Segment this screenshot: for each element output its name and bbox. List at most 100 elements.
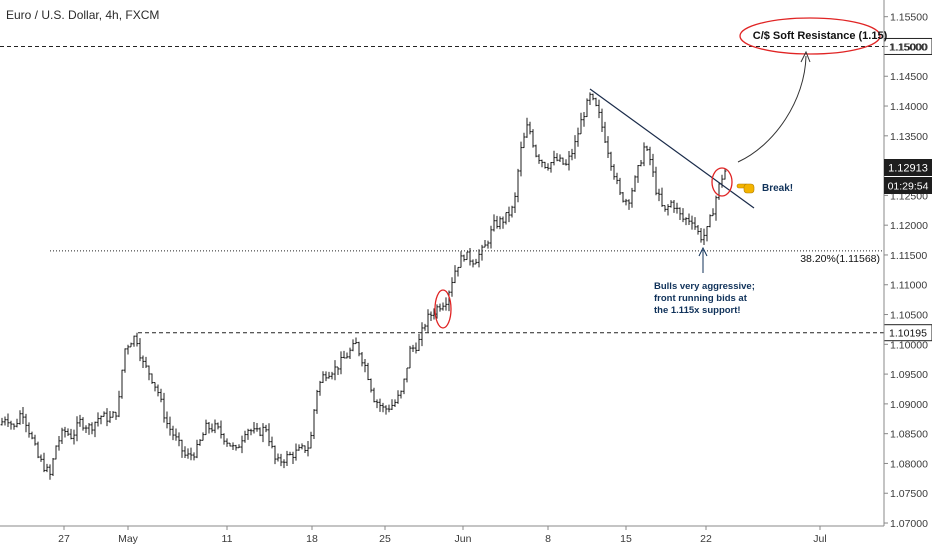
y-tick-label: 1.14000	[890, 101, 928, 113]
ohlc-bar	[369, 378, 373, 393]
ohlc-bar	[615, 172, 619, 185]
ohlc-bar	[576, 127, 580, 147]
resistance-label-oval	[739, 17, 881, 55]
y-tick-label: 1.13500	[890, 131, 928, 143]
x-tick-label: 25	[379, 533, 391, 545]
ohlc-bar	[684, 217, 688, 226]
ohlc-bar	[672, 200, 676, 213]
ohlc-bar	[192, 452, 196, 461]
ohlc-bar	[717, 183, 721, 200]
level-text-label: 38.20%(1.11568)	[800, 253, 880, 265]
ohlc-bar	[621, 192, 625, 203]
ohlc-bar	[441, 302, 445, 311]
ohlc-bar	[693, 217, 697, 230]
ohlc-bar	[612, 164, 616, 180]
y-tick-label: 1.08000	[890, 458, 928, 470]
ohlc-bar	[261, 423, 265, 443]
ohlc-bar	[126, 344, 130, 355]
ohlc-bar	[198, 439, 202, 446]
ohlc-bar	[627, 199, 631, 210]
break-label: Break!	[762, 183, 793, 194]
ohlc-bar	[306, 441, 310, 457]
ohlc-bar	[177, 432, 181, 447]
ohlc-bar	[543, 161, 547, 169]
ohlc-bar	[135, 332, 139, 347]
ohlc-bar	[147, 365, 151, 381]
ohlc-bar	[696, 225, 700, 235]
ohlc-bar	[396, 390, 400, 404]
ohlc-bar	[519, 141, 523, 177]
ohlc-bar	[642, 142, 646, 167]
ohlc-bar	[495, 215, 499, 229]
ohlc-bar	[153, 382, 157, 392]
ohlc-bar	[57, 435, 61, 451]
note-line-2: front running bids at	[654, 293, 748, 304]
ohlc-bar	[426, 309, 430, 333]
ohlc-bar	[48, 464, 52, 480]
ohlc-bar	[540, 159, 544, 168]
ohlc-bar	[228, 442, 232, 447]
ohlc-bar	[585, 98, 589, 118]
y-tick-label: 1.08500	[890, 429, 928, 441]
breakout-circle	[434, 289, 452, 329]
ohlc-bar	[708, 214, 712, 228]
ohlc-bar	[390, 399, 394, 410]
ohlc-bar	[555, 153, 559, 162]
ohlc-bar	[81, 417, 85, 431]
ohlc-bar	[255, 423, 259, 432]
ohlc-bar	[603, 121, 607, 144]
ohlc-bar	[399, 390, 403, 399]
ohlc-bar	[258, 427, 262, 437]
ohlc-bar	[174, 428, 178, 441]
ohlc-bar	[705, 226, 709, 242]
ohlc-bar	[648, 146, 652, 166]
resistance-arrow	[737, 55, 807, 163]
ohlc-bar	[348, 347, 352, 359]
ohlc-bar	[351, 339, 355, 352]
ohlc-bar	[594, 97, 598, 107]
ohlc-bar	[291, 451, 295, 465]
ohlc-bar	[528, 121, 532, 135]
y-tick-label: 1.11000	[890, 280, 927, 292]
ohlc-bar	[318, 380, 322, 396]
y-tick-label: 1.07500	[890, 488, 928, 500]
ohlc-bar	[552, 150, 556, 166]
ohlc-bar	[303, 445, 307, 454]
ohlc-bar	[27, 422, 31, 438]
ohlc-bar	[294, 443, 298, 461]
ohlc-bar	[276, 453, 280, 462]
ohlc-bar	[66, 428, 70, 437]
ohlc-bar	[579, 112, 583, 135]
ohlc-bar	[714, 195, 718, 221]
y-tick-label: 1.09000	[890, 399, 928, 411]
ohlc-bar	[171, 425, 175, 441]
ohlc-bar	[567, 151, 571, 171]
ohlc-bar	[75, 416, 79, 442]
y-tick-label: 1.15000	[890, 41, 928, 53]
ohlc-bar	[516, 168, 520, 203]
ohlc-bar	[375, 399, 379, 409]
ohlc-bar	[405, 367, 409, 383]
ohlc-bar	[513, 192, 517, 214]
ohlc-bar	[186, 448, 190, 459]
ohlc-bar	[78, 414, 82, 427]
ohlc-bar	[24, 413, 28, 433]
ohlc-bar	[213, 419, 217, 434]
ohlc-bar	[663, 205, 667, 212]
ohlc-bar	[330, 371, 334, 380]
ohlc-bar	[189, 447, 193, 461]
ohlc-bar	[123, 348, 127, 373]
ohlc-bar	[138, 338, 142, 362]
ohlc-bar	[450, 277, 454, 297]
ohlc-bar	[414, 342, 418, 354]
ohlc-bar	[63, 426, 67, 438]
ohlc-bar	[366, 362, 370, 381]
ohlc-bar	[210, 423, 214, 433]
ohlc-bar	[378, 398, 382, 412]
ohlc-bar	[546, 163, 550, 171]
ohlc-bar	[282, 459, 286, 469]
ohlc-bar	[408, 345, 412, 369]
ohlc-bar	[510, 205, 514, 218]
ohlc-bar	[438, 303, 442, 312]
ohlc-bar	[327, 371, 331, 379]
